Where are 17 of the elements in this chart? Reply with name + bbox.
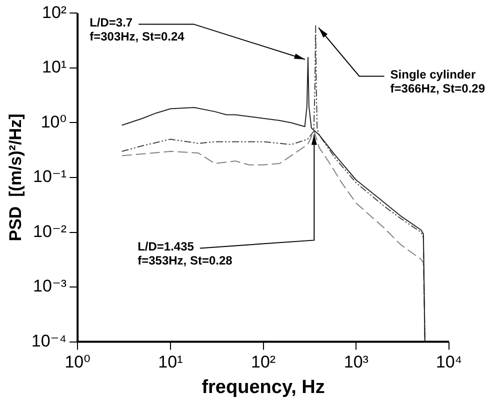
x-tick-label: 10¹	[158, 352, 184, 372]
annotation: L/D=1.435 f=353Hz, St=0.28	[138, 240, 233, 268]
y-tick-label: 10⁻⁴	[31, 331, 67, 350]
y-tick-label: 10⁰	[40, 112, 67, 132]
y-tick-label: 10⁻²	[33, 222, 67, 241]
annotation: L/D=3.7 f=303Hz, St=0.24	[90, 16, 185, 44]
x-tick-label: 10²	[251, 352, 276, 372]
x-tick-label: 10⁰	[64, 352, 91, 372]
x-tick-label: 10³	[344, 352, 369, 372]
x-tick-label: 10⁴	[436, 352, 462, 372]
y-tick-label: 10⁻³	[33, 276, 67, 296]
y-tick-label: 10²	[42, 2, 67, 22]
y-tick-label: 10¹	[42, 58, 67, 77]
annotation: Single cylinder f=366Hz, St=0.29	[390, 68, 486, 96]
y-axis-title: PSD [(m/s)²/Hz]	[6, 114, 25, 242]
x-axis-title: frequency, Hz	[202, 376, 325, 398]
y-tick-label: 10⁻¹	[33, 167, 67, 186]
